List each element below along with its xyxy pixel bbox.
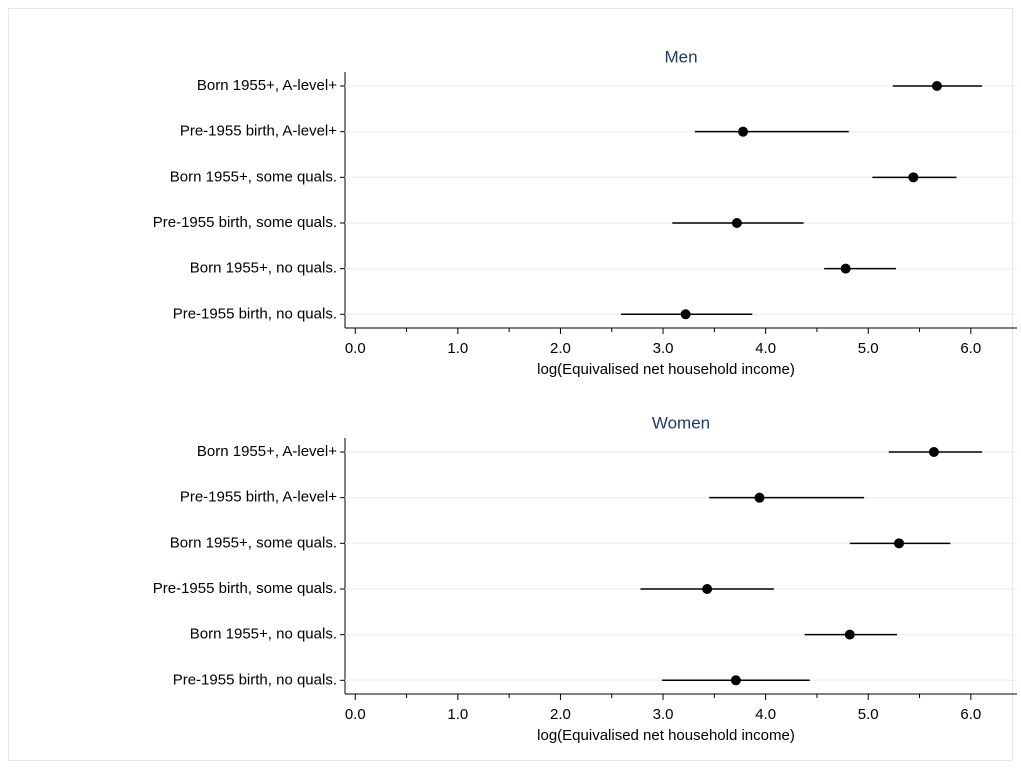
point [702,583,713,594]
point [731,217,742,228]
y-tick-label: Pre-1955 birth, no quals. [173,305,337,322]
panel-title: Women [652,413,710,432]
x-tick-label: 6.0 [960,340,981,357]
point [928,447,939,457]
x-axis-label: log(Equivalised net household income) [537,727,795,744]
point [908,172,919,183]
point [844,629,855,640]
x-tick-label: 5.0 [858,706,879,723]
x-tick-label: 5.0 [858,340,879,357]
panel-title: Men [664,47,697,66]
y-tick-label: Born 1955+, some quals. [170,168,337,185]
y-tick-label: Born 1955+, no quals. [190,260,337,277]
x-tick-label: 1.0 [447,706,468,723]
point [931,81,942,91]
x-tick-label: 4.0 [755,706,776,723]
y-tick-label: Born 1955+, A-level+ [197,443,337,460]
x-tick-label: 0.0 [345,340,366,357]
point [738,126,749,137]
y-tick-label: Born 1955+, some quals. [170,534,337,551]
y-tick-label: Pre-1955 birth, A-level+ [180,489,337,506]
x-tick-label: 2.0 [550,340,571,357]
x-tick-label: 0.0 [345,706,366,723]
x-tick-label: 2.0 [550,706,571,723]
y-tick-label: Pre-1955 birth, some quals. [153,580,337,597]
x-tick-label: 3.0 [653,706,674,723]
y-tick-label: Pre-1955 birth, A-level+ [180,123,337,140]
frame [8,8,1013,761]
y-tick-label: Born 1955+, A-level+ [197,77,337,94]
x-tick-label: 1.0 [447,340,468,357]
point [840,263,851,274]
point [680,309,691,320]
x-axis-label: log(Equivalised net household income) [537,361,795,378]
x-tick-label: 6.0 [960,706,981,723]
point [754,492,765,503]
x-tick-label: 3.0 [653,340,674,357]
point [894,538,905,549]
x-tick-label: 4.0 [755,340,776,357]
y-tick-label: Born 1955+, no quals. [190,626,337,643]
y-tick-label: Pre-1955 birth, some quals. [153,214,337,231]
y-tick-label: Pre-1955 birth, no quals. [173,671,337,688]
point [730,675,741,686]
